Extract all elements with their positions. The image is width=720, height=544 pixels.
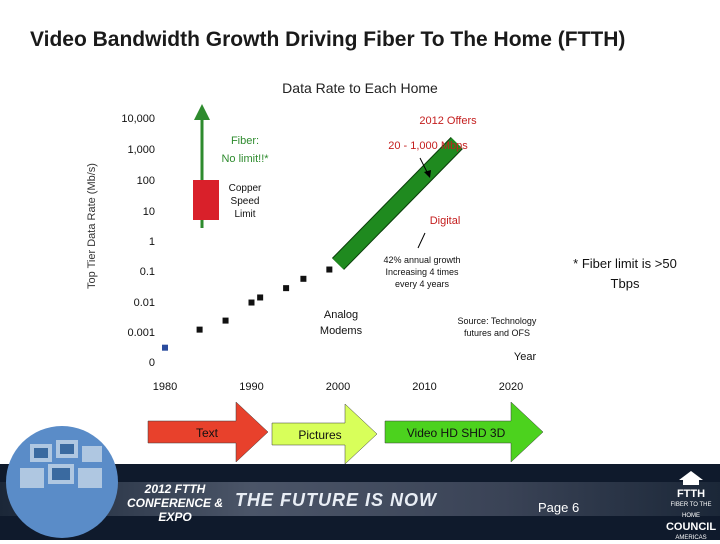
digital-label: Digital (430, 215, 461, 227)
y-tick-label: 10 (143, 206, 155, 218)
copper-limit-box (193, 180, 219, 220)
modem-point (196, 326, 203, 333)
growth-pointer (417, 232, 426, 249)
modem-point (300, 275, 307, 282)
tagline: THE FUTURE IS NOW (235, 490, 437, 510)
expo-logo: 2012 FTTH CONFERENCE & EXPO (126, 482, 223, 524)
y-tick-label: 0.001 (127, 327, 155, 339)
modem-point (257, 294, 264, 301)
fiber-arrow-head (194, 104, 210, 120)
era-label: Text (196, 426, 219, 440)
x-tick-label: 2010 (412, 381, 436, 393)
offers-title: 2012 Offers (419, 115, 477, 127)
era-label: Pictures (298, 428, 341, 442)
era-text-arrow (147, 401, 269, 463)
modem-point (222, 317, 229, 324)
house-icon (679, 471, 703, 485)
y-tick-label: 0.01 (134, 297, 155, 309)
era-label: Video HD SHD 3D (407, 426, 506, 440)
x-tick-label: 2020 (499, 381, 523, 393)
y-tick-label: 1 (149, 236, 155, 248)
era-pictures-arrow (271, 403, 378, 465)
chart-title: Data Rate to Each Home (282, 80, 438, 96)
logo-region: AMERICAS (675, 535, 707, 541)
x-tick-label: 2000 (326, 381, 350, 393)
y-tick-label: 100 (137, 175, 155, 187)
offers-range: 20 - 1,000 Mbps (388, 140, 468, 152)
x-axis-label: Year (514, 351, 537, 363)
source-note: Source: Technology futures and OFS (458, 316, 537, 338)
footer-band (0, 482, 720, 516)
fiber-limit-note: * Fiber limit is >50 Tbps (573, 256, 677, 291)
x-tick-label: 1980 (153, 381, 177, 393)
x-tick-label: 1990 (239, 381, 263, 393)
modem-point (326, 266, 333, 273)
growth-label: 42% annual growth Increasing 4 times every… (383, 255, 460, 289)
digital-bar (332, 137, 463, 270)
y-tick-label: 1,000 (127, 144, 155, 156)
y-tick-label: 0.1 (140, 266, 155, 278)
copper-label: Copper Speed Limit (229, 183, 262, 220)
modems-label: Analog Modems (320, 309, 363, 337)
modem-point (162, 344, 168, 351)
page-number: Page 6 (538, 500, 580, 515)
fiber-label: Fiber: No limit!!* (221, 135, 269, 165)
logo-council: COUNCIL (665, 521, 717, 533)
offers-pointer-head (424, 170, 431, 178)
globe-logo (6, 426, 118, 538)
ftth-council-logo: FTTH FIBER TO THE HOME COUNCIL AMERICAS (664, 470, 718, 544)
y-tick-label: 10,000 (121, 113, 155, 125)
slide-title: Video Bandwidth Growth Driving Fiber To … (30, 28, 626, 51)
logo-main: FTTH (676, 488, 706, 500)
logo-sub: FIBER TO THE HOME (670, 502, 712, 519)
modem-point (248, 299, 255, 306)
y-tick-label: 0 (149, 357, 155, 369)
modem-point (283, 285, 290, 292)
era-video-arrow (384, 401, 544, 463)
